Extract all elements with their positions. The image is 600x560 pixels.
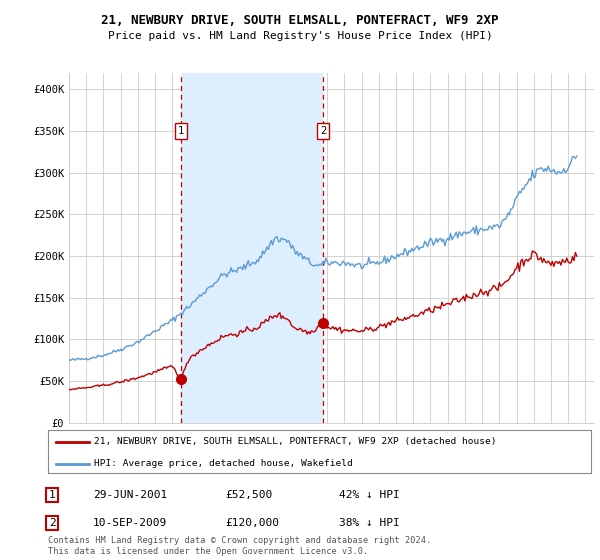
Text: Price paid vs. HM Land Registry's House Price Index (HPI): Price paid vs. HM Land Registry's House … <box>107 31 493 41</box>
Text: 42% ↓ HPI: 42% ↓ HPI <box>339 490 400 500</box>
Text: 29-JUN-2001: 29-JUN-2001 <box>93 490 167 500</box>
Text: HPI: Average price, detached house, Wakefield: HPI: Average price, detached house, Wake… <box>94 459 353 468</box>
Text: 38% ↓ HPI: 38% ↓ HPI <box>339 518 400 528</box>
Text: 10-SEP-2009: 10-SEP-2009 <box>93 518 167 528</box>
Text: 21, NEWBURY DRIVE, SOUTH ELMSALL, PONTEFRACT, WF9 2XP: 21, NEWBURY DRIVE, SOUTH ELMSALL, PONTEF… <box>101 14 499 27</box>
Text: 1: 1 <box>49 490 56 500</box>
Text: 2: 2 <box>320 126 326 136</box>
Text: 1: 1 <box>178 126 184 136</box>
Bar <box>181 73 323 423</box>
Text: 2: 2 <box>49 518 56 528</box>
Text: Contains HM Land Registry data © Crown copyright and database right 2024.
This d: Contains HM Land Registry data © Crown c… <box>48 536 431 556</box>
Text: 21, NEWBURY DRIVE, SOUTH ELMSALL, PONTEFRACT, WF9 2XP (detached house): 21, NEWBURY DRIVE, SOUTH ELMSALL, PONTEF… <box>94 437 497 446</box>
Text: £120,000: £120,000 <box>225 518 279 528</box>
Text: £52,500: £52,500 <box>225 490 272 500</box>
